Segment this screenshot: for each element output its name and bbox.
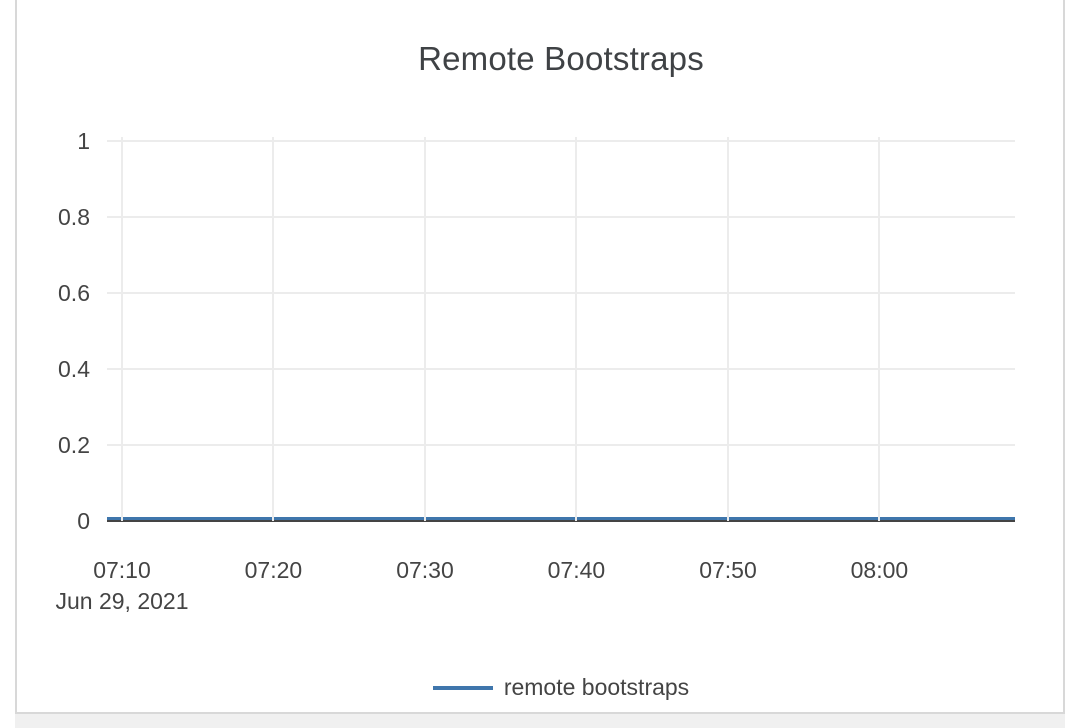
y-gridline-0.6 bbox=[107, 292, 1015, 294]
y-gridline-0.4 bbox=[107, 368, 1015, 370]
x-gridline-07:50 bbox=[726, 137, 729, 521]
page-background-strip bbox=[15, 714, 1065, 728]
x-tick-label-08:00: 08:00 bbox=[850, 557, 909, 583]
y-tick-label-1: 1 bbox=[77, 128, 90, 154]
y-tick-label-0.4: 0.4 bbox=[58, 356, 90, 382]
y-gridline-0.2 bbox=[107, 444, 1015, 446]
plot-area[interactable]: Jun 29, 2021 0 0.2 0.4 0.6 0.8 1 07:10 07:20 07:… bbox=[55, 128, 1015, 614]
y-tick-label-0.6: 0.6 bbox=[58, 280, 90, 306]
x-gridline-07:30 bbox=[423, 137, 426, 521]
y-gridline-1 bbox=[107, 140, 1015, 142]
y-gridline-0.8 bbox=[107, 216, 1015, 218]
chart-legend: remote bootstraps bbox=[107, 674, 1015, 701]
x-tick-label-07:20: 07:20 bbox=[244, 557, 303, 583]
x-tick-label-07:40: 07:40 bbox=[547, 557, 606, 583]
y-tick-label-0: 0 bbox=[77, 508, 90, 534]
x-gridline-07:20 bbox=[272, 137, 275, 521]
legend-label: remote bootstraps bbox=[503, 674, 690, 700]
legend-item-remote-bootstraps[interactable]: remote bootstraps bbox=[432, 674, 690, 701]
x-tick-label-07:50: 07:50 bbox=[699, 557, 757, 583]
chart-card: Remote Bootstraps Jun 29, 2021 0 0.2 0.4 0.… bbox=[15, 0, 1065, 714]
series-line-remote-bootstraps bbox=[107, 517, 1015, 520]
x-gridline-08:00 bbox=[878, 137, 881, 521]
y-tick-label-0.8: 0.8 bbox=[58, 204, 90, 230]
y-tick-label-0.2: 0.2 bbox=[58, 432, 90, 458]
x-axis-zeroline bbox=[107, 520, 1015, 522]
legend-line-swatch bbox=[432, 685, 493, 690]
chart-title: Remote Bootstraps bbox=[418, 40, 704, 77]
x-axis-date-label: Jun 29, 2021 bbox=[55, 588, 189, 614]
x-tick-label-07:30: 07:30 bbox=[396, 557, 454, 583]
x-gridline-07:10 bbox=[120, 137, 123, 521]
x-gridline-07:40 bbox=[575, 137, 578, 521]
x-tick-label-07:10: 07:10 bbox=[93, 557, 151, 583]
